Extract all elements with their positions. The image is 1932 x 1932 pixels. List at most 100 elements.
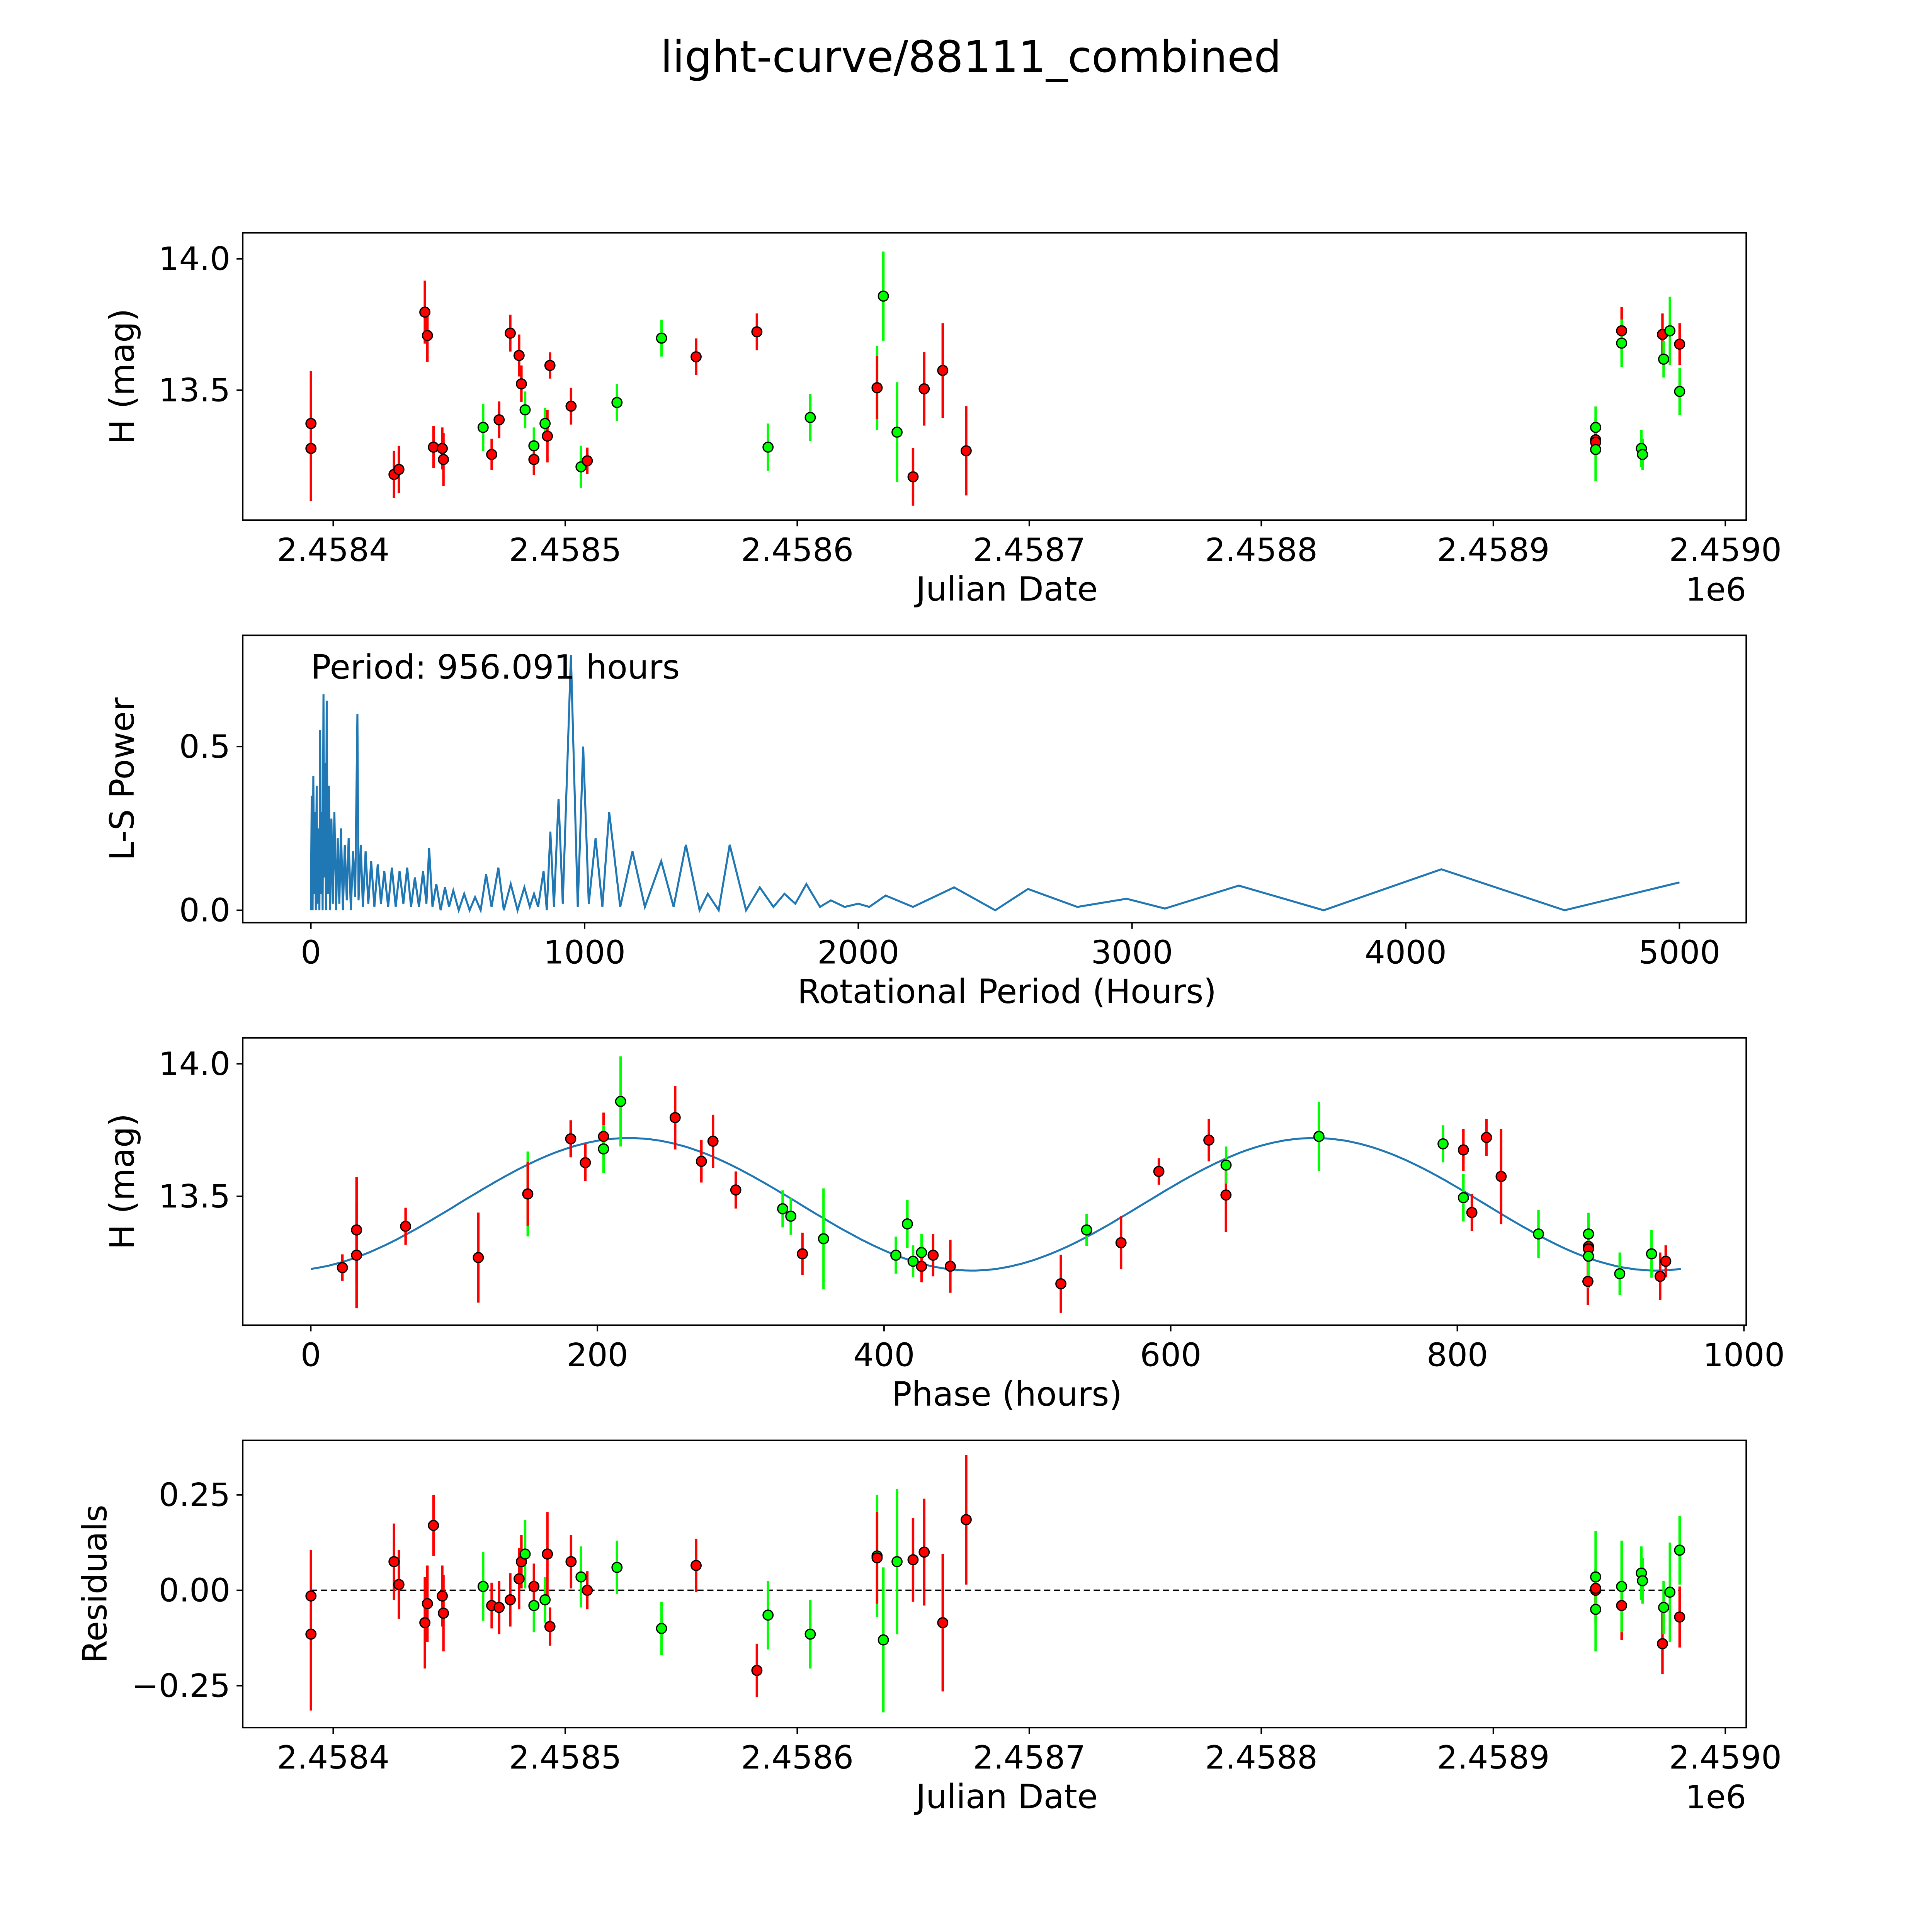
x-tick-label: 2.4584: [277, 531, 390, 569]
data-point: [422, 1598, 433, 1609]
data-point: [598, 1131, 609, 1142]
x-offset-text: 1e6: [1685, 1778, 1746, 1816]
axes-frame: [242, 634, 1747, 923]
data-point: [1220, 1189, 1232, 1201]
x-axis-label: Julian Date: [914, 570, 1098, 609]
y-tick-label: 0.00: [159, 1571, 231, 1609]
data-point: [438, 454, 449, 465]
data-point: [907, 1554, 919, 1566]
data-point: [1533, 1228, 1544, 1240]
data-point: [1658, 354, 1669, 365]
data-point: [522, 1188, 534, 1200]
data-point: [580, 1157, 591, 1168]
periodogram-panel: Period: 956.091 hours 0 1000 2000 3000 4000 50…: [103, 634, 1747, 1011]
data-point: [422, 330, 433, 341]
x-tick-label: 2.4590: [1669, 1739, 1782, 1776]
data-point: [818, 1233, 829, 1245]
data-point: [305, 418, 317, 429]
data-point: [493, 414, 505, 425]
data-point: [1614, 1268, 1626, 1279]
y-tick-label: 14.0: [159, 1045, 231, 1083]
data-point: [542, 430, 553, 442]
data-point: [1203, 1134, 1214, 1146]
data-point: [565, 1133, 577, 1145]
data-point: [598, 1143, 609, 1155]
x-tick-label: 0: [301, 1336, 321, 1374]
x-tick-label: 800: [1427, 1336, 1488, 1374]
data-point: [656, 332, 667, 344]
plot-area: [305, 251, 1685, 506]
data-point: [696, 1156, 707, 1167]
y-axis-label: Residuals: [76, 1505, 115, 1663]
data-point: [669, 1112, 681, 1123]
data-point: [1220, 1159, 1232, 1171]
data-point: [751, 326, 763, 338]
data-point: [1616, 1600, 1628, 1611]
data-point: [419, 1617, 430, 1629]
data-point: [539, 418, 551, 429]
x-tick-label: 2.4585: [509, 531, 622, 569]
data-point: [961, 445, 972, 457]
data-point: [1458, 1192, 1469, 1203]
data-point: [1583, 1250, 1594, 1262]
data-point: [351, 1224, 362, 1236]
x-tick-label: 2000: [817, 934, 899, 971]
data-point: [539, 1594, 551, 1605]
data-point: [1590, 444, 1601, 455]
data-point: [1674, 1544, 1685, 1556]
data-point: [505, 1594, 516, 1605]
data-point: [1664, 325, 1676, 337]
data-point: [1637, 1575, 1648, 1587]
data-point: [400, 1221, 412, 1232]
data-point: [961, 1514, 972, 1526]
x-tick-label: 600: [1140, 1336, 1201, 1374]
x-tick-label: 2.4588: [1205, 531, 1318, 569]
data-point: [1115, 1237, 1127, 1248]
data-point: [1495, 1171, 1507, 1182]
data-point: [419, 306, 430, 318]
y-tick-label: 0.0: [179, 891, 231, 929]
x-axis-label: Phase (hours): [891, 1375, 1122, 1414]
data-point: [513, 1573, 525, 1585]
data-point: [1583, 1228, 1594, 1240]
data-point: [797, 1248, 808, 1260]
x-tick-label: 2.4584: [277, 1739, 390, 1776]
data-point: [878, 1634, 889, 1646]
data-point: [305, 443, 317, 454]
data-point: [565, 400, 577, 412]
y-tick-label: 14.0: [159, 240, 231, 278]
data-point: [1153, 1166, 1165, 1177]
data-point: [916, 1247, 927, 1258]
data-point: [777, 1203, 788, 1214]
x-tick-label: 2.4590: [1669, 531, 1782, 569]
y-tick-label: 0.25: [159, 1476, 231, 1514]
x-axis-label: Rotational Period (Hours): [797, 973, 1216, 1011]
data-point: [528, 440, 540, 452]
phased-curve-panel: 0 200 400 600 800 1000 13.5 14.0 Phase (hours) H …: [103, 1037, 1785, 1414]
data-point: [437, 1590, 448, 1602]
data-point: [1458, 1144, 1469, 1156]
data-point: [388, 1556, 400, 1568]
x-tick-label: 2.4588: [1205, 1739, 1318, 1776]
plot-area: [311, 1056, 1681, 1313]
power-line: [310, 655, 1680, 914]
figure-title: light-curve/88111_combined: [660, 32, 1281, 82]
data-point: [1657, 1638, 1668, 1650]
data-point: [762, 441, 774, 453]
data-point: [544, 1621, 556, 1632]
data-point: [901, 1218, 913, 1230]
data-point: [916, 1260, 927, 1272]
data-point: [690, 351, 702, 362]
data-point: [1658, 1602, 1669, 1613]
residuals-panel: 2.4584 2.4585 2.4586 2.4587 2.4588 2.4589 2.45…: [76, 1439, 1782, 1816]
data-point: [762, 1609, 774, 1621]
data-point: [565, 1556, 577, 1568]
data-point: [871, 382, 883, 394]
data-point: [1313, 1131, 1325, 1142]
data-point: [1674, 386, 1685, 397]
data-point: [513, 350, 525, 361]
data-point: [305, 1628, 317, 1640]
data-point: [785, 1211, 797, 1222]
data-point: [918, 383, 930, 395]
data-point: [1664, 1587, 1676, 1598]
